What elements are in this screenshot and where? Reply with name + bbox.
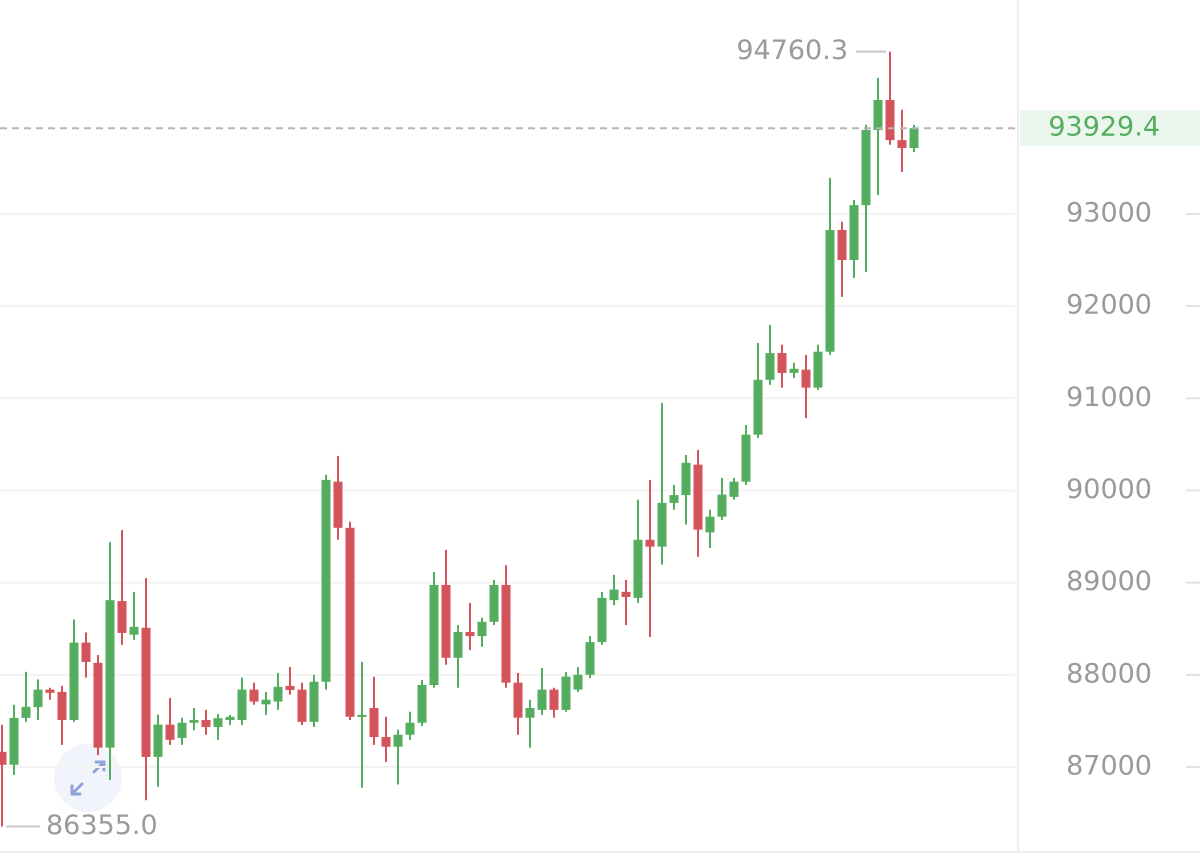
min-label: 86355.0 <box>46 810 158 841</box>
candle-body <box>357 714 367 717</box>
candle-body <box>261 699 271 705</box>
candle-body <box>297 689 307 722</box>
candle-body <box>513 682 523 718</box>
candle-body <box>153 724 163 757</box>
candle-body <box>897 140 907 148</box>
candle-body <box>0 751 7 765</box>
candle-body <box>525 708 535 718</box>
candle-body <box>21 706 31 718</box>
y-tick-label: 89000 <box>1066 566 1152 597</box>
max-label: 94760.3 <box>736 35 848 66</box>
candle-body <box>237 689 247 721</box>
candle-body <box>33 689 43 708</box>
candle-body <box>45 689 55 693</box>
candle-body <box>309 681 319 722</box>
candle-body <box>717 494 727 517</box>
candle-body <box>441 584 451 658</box>
candle-body <box>537 689 547 710</box>
y-tick-label: 90000 <box>1066 474 1152 505</box>
candle-body <box>705 516 715 533</box>
candle-body <box>861 129 871 206</box>
candle-body <box>321 479 331 682</box>
candle-body <box>813 351 823 388</box>
candle-body <box>885 100 895 141</box>
y-tick-label: 87000 <box>1066 751 1152 782</box>
candle-body <box>753 379 763 435</box>
candle-body <box>501 584 511 683</box>
y-tick-label: 93000 <box>1066 197 1152 228</box>
candle-body <box>561 676 571 710</box>
candle-body <box>165 724 175 740</box>
candle-body <box>333 481 343 528</box>
y-tick-label: 88000 <box>1066 658 1152 689</box>
candle-body <box>405 722 415 735</box>
candle-body <box>105 600 115 748</box>
candle-body <box>81 642 91 662</box>
candle-body <box>549 689 559 710</box>
candle-body <box>177 722 187 738</box>
candle-body <box>273 686 283 702</box>
candle-body <box>465 631 475 637</box>
candle-body <box>117 601 127 633</box>
candle-body <box>573 674 583 690</box>
candle-body <box>777 353 787 373</box>
candle-body <box>393 734 403 747</box>
candle-body <box>789 368 799 373</box>
last-price-label: 93929.4 <box>1048 112 1160 143</box>
candle-body <box>741 434 751 482</box>
candle-body <box>837 230 847 260</box>
candle-body <box>825 230 835 352</box>
candle-body <box>621 591 631 597</box>
candle-body <box>201 720 211 727</box>
candle-body <box>585 642 595 675</box>
candle-body <box>249 689 259 702</box>
candle-body <box>873 100 883 130</box>
candle-body <box>285 685 295 691</box>
candle-body <box>381 737 391 747</box>
candle-body <box>489 584 499 622</box>
candle-body <box>765 353 775 380</box>
candle-body <box>417 684 427 723</box>
candle-body <box>9 717 19 765</box>
candle-body <box>597 597 607 643</box>
expand-button-bg[interactable] <box>54 744 122 812</box>
candle-body <box>681 462 691 496</box>
candle-body <box>477 621 487 637</box>
candle-body <box>345 527 355 717</box>
candle-body <box>657 502 667 547</box>
y-tick-label: 91000 <box>1066 382 1152 413</box>
candle-body <box>729 481 739 497</box>
candle-body <box>93 662 103 748</box>
candle-body <box>141 627 151 757</box>
candle-body <box>453 631 463 658</box>
candle-body <box>633 539 643 598</box>
expand-button[interactable] <box>54 744 122 812</box>
last-price-bg <box>1020 110 1200 147</box>
y-tick-label: 92000 <box>1066 290 1152 321</box>
candle-body <box>69 642 79 721</box>
candle-body <box>189 720 199 723</box>
candle-body <box>645 539 655 547</box>
candle-body <box>669 495 679 503</box>
candle-body <box>849 205 859 260</box>
candle-body <box>909 128 919 148</box>
candle-body <box>213 718 223 727</box>
candle-body <box>429 584 439 685</box>
candle-body <box>609 589 619 601</box>
candle-body <box>57 691 67 721</box>
candle-body <box>693 464 703 530</box>
candle-body <box>129 626 139 635</box>
candle-body <box>801 369 811 388</box>
candle-body <box>369 708 379 738</box>
candle-body <box>225 716 235 721</box>
